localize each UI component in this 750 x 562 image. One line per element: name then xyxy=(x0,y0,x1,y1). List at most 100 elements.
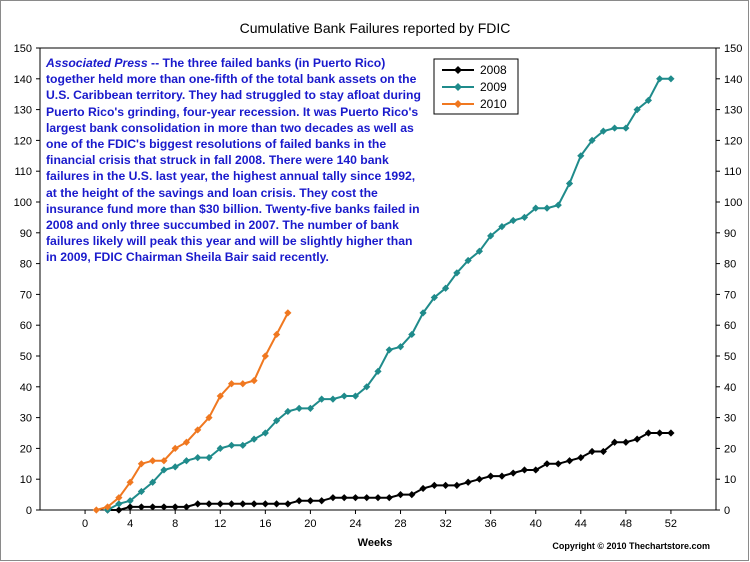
data-point-2009 xyxy=(385,346,393,354)
data-point-2009 xyxy=(543,204,551,212)
y-tick-label-left: 140 xyxy=(14,74,32,86)
data-point-2008 xyxy=(295,497,303,505)
data-point-2008 xyxy=(205,500,213,508)
y-tick-label-right: 150 xyxy=(724,43,742,55)
data-point-2008 xyxy=(419,484,427,493)
data-point-2009 xyxy=(396,343,405,351)
y-tick-label-right: 30 xyxy=(724,413,736,425)
data-point-2009 xyxy=(273,417,281,425)
data-point-2009 xyxy=(565,179,574,188)
legend-marker-2008 xyxy=(454,66,462,74)
data-point-2008 xyxy=(182,503,191,511)
data-point-2008 xyxy=(126,503,134,511)
legend-label-2010: 2010 xyxy=(480,97,507,111)
data-point-2008 xyxy=(656,429,664,437)
x-tick-label: 8 xyxy=(172,518,178,530)
y-tick-label-right: 40 xyxy=(724,382,736,394)
annotation-text: Associated Press -- The three failed ban… xyxy=(46,55,426,266)
data-point-2010 xyxy=(239,380,247,388)
legend-marker-2009 xyxy=(454,83,462,91)
data-point-2009 xyxy=(588,136,596,144)
data-point-2009 xyxy=(442,284,450,292)
data-point-2008 xyxy=(464,478,472,486)
data-point-2009 xyxy=(363,383,371,391)
data-point-2008 xyxy=(261,500,269,508)
legend-label-2008: 2008 xyxy=(480,63,507,77)
y-tick-label-left: 40 xyxy=(20,382,32,394)
data-point-2010 xyxy=(160,457,168,465)
data-point-2008 xyxy=(351,494,360,502)
data-point-2009 xyxy=(329,395,337,403)
annotation-source: Associated Press xyxy=(46,56,148,70)
data-point-2008 xyxy=(442,481,450,489)
data-point-2009 xyxy=(205,454,213,462)
data-point-2009 xyxy=(306,404,314,412)
data-point-2009 xyxy=(419,309,427,317)
x-tick-label: 4 xyxy=(127,518,133,530)
data-point-2008 xyxy=(318,497,326,505)
data-point-2008 xyxy=(453,481,461,489)
data-point-2008 xyxy=(137,503,145,511)
data-point-2009 xyxy=(374,367,382,375)
data-point-2009 xyxy=(633,106,641,114)
data-point-2008 xyxy=(622,438,630,446)
data-point-2009 xyxy=(487,232,495,240)
series-layer xyxy=(92,75,675,514)
data-point-2009 xyxy=(453,269,461,277)
data-point-2009 xyxy=(160,466,168,474)
data-point-2008 xyxy=(273,500,281,508)
data-point-2010 xyxy=(92,506,100,514)
data-point-2009 xyxy=(126,497,134,505)
data-point-2008 xyxy=(115,506,123,514)
y-tick-label-right: 140 xyxy=(724,74,742,86)
data-point-2008 xyxy=(216,500,224,508)
y-tick-label-right: 60 xyxy=(724,320,736,332)
data-point-2008 xyxy=(239,500,247,508)
x-tick-label: 0 xyxy=(82,518,88,530)
annotation-body: -- The three failed banks (in Puerto Ric… xyxy=(46,56,421,265)
data-point-2009 xyxy=(644,96,652,104)
y-axis-left: 0 10 20 30 40 50 60 70 80 90 100 110 120 130 140 150 xyxy=(14,43,40,517)
y-tick-label-right: 80 xyxy=(724,259,736,271)
data-point-2009 xyxy=(577,152,585,160)
data-point-2009 xyxy=(667,75,675,83)
data-point-2008 xyxy=(554,460,562,468)
y-tick-label-left: 50 xyxy=(20,351,32,363)
legend: 2008 2009 2010 xyxy=(433,58,519,115)
data-point-2010 xyxy=(104,503,112,511)
y-tick-label-left: 130 xyxy=(14,105,32,117)
data-point-2008 xyxy=(171,503,179,511)
data-point-2009 xyxy=(408,330,416,339)
x-tick-label: 36 xyxy=(485,518,497,530)
y-tick-label-right: 20 xyxy=(724,443,736,455)
data-point-2009 xyxy=(351,392,360,400)
data-point-2009 xyxy=(509,216,517,225)
data-point-2008 xyxy=(385,494,393,502)
x-tick-label: 16 xyxy=(259,518,271,530)
data-point-2009 xyxy=(318,395,326,403)
chart-title: Cumulative Bank Failures reported by FDI… xyxy=(240,20,511,36)
data-point-2009 xyxy=(261,429,269,437)
data-point-2010 xyxy=(149,457,157,465)
y-tick-label-right: 0 xyxy=(724,505,730,517)
y-tick-label-right: 90 xyxy=(724,228,736,240)
data-point-2008 xyxy=(430,481,438,489)
data-point-2009 xyxy=(227,441,236,449)
data-point-2009 xyxy=(284,407,292,416)
data-point-2008 xyxy=(475,475,483,483)
data-point-2008 xyxy=(577,454,585,462)
x-tick-label: 12 xyxy=(214,518,226,530)
data-point-2010 xyxy=(137,460,145,468)
copyright-text: Copyright © 2010 Thechartstore.com xyxy=(552,541,710,551)
data-point-2010 xyxy=(115,494,123,502)
data-point-2010 xyxy=(250,377,258,385)
data-point-2010 xyxy=(205,414,213,422)
data-point-2009 xyxy=(239,441,247,449)
data-point-2009 xyxy=(115,500,123,508)
y-tick-label-right: 120 xyxy=(724,135,742,147)
data-point-2010 xyxy=(126,478,134,486)
data-point-2008 xyxy=(250,500,258,508)
y-tick-label-left: 30 xyxy=(20,413,32,425)
data-point-2009 xyxy=(622,124,630,132)
